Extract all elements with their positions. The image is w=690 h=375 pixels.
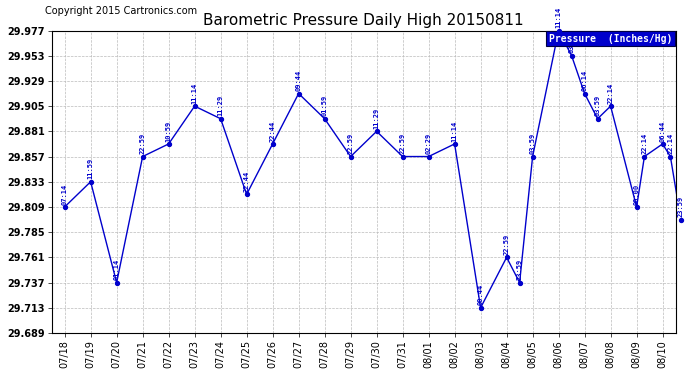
Text: 23:59: 23:59 [678,196,684,217]
Title: Barometric Pressure Daily High 20150811: Barometric Pressure Daily High 20150811 [204,13,524,28]
Text: 02:29: 02:29 [426,133,432,154]
Text: 22:14: 22:14 [642,133,647,154]
Point [319,116,330,122]
Point [665,153,676,159]
Point [592,116,603,122]
Point [111,280,122,286]
Point [514,280,525,286]
Point [501,254,512,260]
Text: 11:14: 11:14 [555,7,562,28]
Text: 06:44: 06:44 [660,120,666,141]
Text: 11:14: 11:14 [452,120,457,141]
Point [241,191,252,197]
Point [553,27,564,33]
Text: 22:59: 22:59 [348,133,353,154]
Text: 22:14: 22:14 [608,82,613,104]
Text: 22:59: 22:59 [504,234,510,255]
Point [423,153,434,159]
Point [676,216,687,222]
Point [293,90,304,96]
Text: 11:59: 11:59 [88,158,94,179]
Point [163,141,174,147]
Point [267,141,278,147]
Point [345,153,356,159]
Text: 22:44: 22:44 [270,120,275,141]
Point [85,179,96,185]
Point [397,153,408,159]
Text: 22:59: 22:59 [139,133,146,154]
Point [527,153,538,159]
Point [475,305,486,311]
Text: 03:59: 03:59 [569,32,575,53]
Text: 03:59: 03:59 [595,95,600,116]
Text: Pressure  (Inches/Hg): Pressure (Inches/Hg) [549,33,673,44]
Point [371,128,382,134]
Text: 23:59: 23:59 [517,259,522,280]
Text: 11:29: 11:29 [373,108,380,129]
Point [566,53,577,59]
Text: 01:59: 01:59 [322,95,328,116]
Text: 11:29: 11:29 [217,95,224,116]
Point [215,116,226,122]
Text: 09:44: 09:44 [295,70,302,91]
Point [657,141,668,147]
Text: 06:14: 06:14 [582,70,588,91]
Text: 22:14: 22:14 [667,133,673,154]
Point [639,153,650,159]
Text: 07:14: 07:14 [61,183,68,204]
Text: 00:00: 00:00 [633,183,640,204]
Text: 03:59: 03:59 [530,133,535,154]
Text: 10:59: 10:59 [166,120,172,141]
Text: 01:14: 01:14 [114,259,119,280]
Text: 11:14: 11:14 [192,82,197,104]
Text: 22:44: 22:44 [244,171,250,192]
Point [631,204,642,210]
Point [579,90,590,96]
Point [449,141,460,147]
Point [189,103,200,109]
Point [137,153,148,159]
Text: 00:44: 00:44 [477,284,484,305]
Text: Copyright 2015 Cartronics.com: Copyright 2015 Cartronics.com [46,6,197,16]
Point [59,204,70,210]
Text: 22:59: 22:59 [400,133,406,154]
Point [605,103,616,109]
